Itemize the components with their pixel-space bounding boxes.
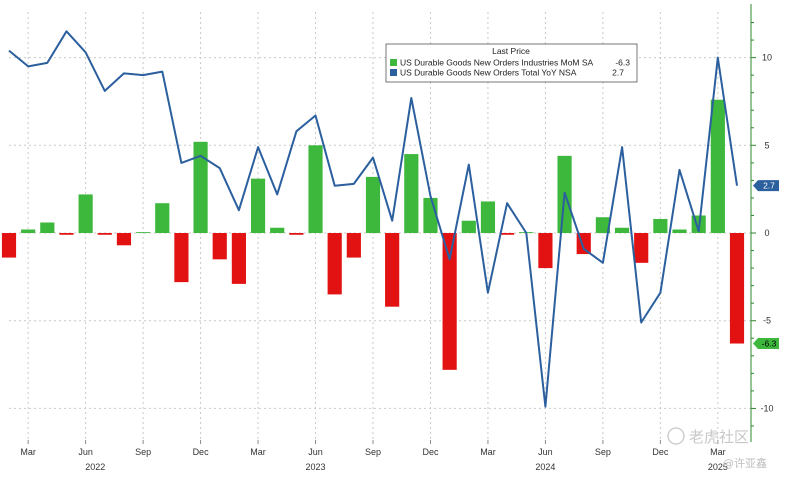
last-value-tag <box>753 180 779 192</box>
legend-box <box>385 43 638 83</box>
x-year-label: 2025 <box>708 462 728 472</box>
bar-mom <box>442 233 457 370</box>
x-tick-label: Jun <box>538 447 553 457</box>
legend-label-yoy: US Durable Goods New Orders Total YoY NS… <box>400 68 577 78</box>
bar-mom <box>97 233 112 235</box>
bar-mom <box>193 141 208 234</box>
bar-mom <box>672 229 687 234</box>
legend-value-yoy: 2.7 <box>612 68 624 78</box>
bar-mom <box>653 218 668 234</box>
watermark-main: 老虎社区 <box>689 428 749 446</box>
bar-mom <box>212 233 227 260</box>
x-tick-label: Jun <box>308 447 323 457</box>
legend-label-mom: US Durable Goods New Orders Industries M… <box>400 58 594 68</box>
bar-mom <box>634 233 649 263</box>
x-tick-label: Dec <box>193 447 210 457</box>
last-value-tags: 2.7 -6.3 <box>753 180 779 350</box>
x-year-label: 2024 <box>535 462 555 472</box>
x-tick-label: Dec <box>422 447 439 457</box>
y-tick-label: -10 <box>760 403 773 413</box>
x-tick-labels: Mar Jun Sep Dec Mar Jun Sep Dec Mar Jun Sep Dec Mar 2… <box>20 440 728 472</box>
x-year-label: 2023 <box>306 462 326 472</box>
legend-title: Last Price <box>492 46 530 56</box>
yoy-line <box>8 30 738 408</box>
bar-mom <box>289 233 304 235</box>
mom-bars <box>1 99 745 370</box>
bar-mom <box>136 232 151 234</box>
bar-mom <box>538 233 553 269</box>
bar-mom <box>710 99 725 234</box>
bar-mom <box>174 233 189 283</box>
bar-mom <box>59 233 74 235</box>
legend-swatch-mom <box>390 59 397 66</box>
bar-mom <box>461 220 476 234</box>
watermark: 老虎社区 @许亚鑫 <box>667 427 767 470</box>
last-value-tag-label: 2.7 <box>763 181 775 191</box>
bar-mom <box>308 145 323 234</box>
bar-mom <box>500 233 515 235</box>
x-tick-label: Sep <box>365 447 381 457</box>
x-tick-label: Mar <box>710 447 726 457</box>
bar-mom <box>729 233 745 344</box>
bar-mom <box>595 217 610 234</box>
bar-mom <box>116 233 132 246</box>
bar-mom <box>365 176 381 234</box>
y-tick-label: -5 <box>763 316 771 326</box>
y-tick-label: 0 <box>764 228 769 238</box>
watermark-logo-icon <box>667 427 685 445</box>
y-tick-label: 10 <box>762 53 772 63</box>
x-tick-label: Mar <box>480 447 496 457</box>
bar-mom <box>480 201 496 234</box>
legend-swatch-yoy <box>390 69 397 76</box>
x-tick-label: Mar <box>20 447 36 457</box>
bar-mom <box>250 178 266 234</box>
last-value-tag <box>753 338 779 350</box>
legend: Last Price US Durable Goods New Orders I… <box>385 43 638 83</box>
bar-mom <box>385 233 400 307</box>
bar-mom <box>404 154 419 234</box>
x-tick-label: Jun <box>78 447 93 457</box>
bar-mom <box>231 233 246 284</box>
bar-mom <box>21 229 36 234</box>
x-tick-label: Dec <box>652 447 669 457</box>
bar-mom <box>614 227 630 234</box>
y-tick-labels: 10 5 0 -5 -10 <box>751 22 774 427</box>
bar-mom <box>346 233 361 258</box>
x-tick-label: Mar <box>250 447 266 457</box>
x-tick-label: Sep <box>595 447 611 457</box>
y-tick-label: 5 <box>764 140 769 150</box>
line-yoy <box>8 30 738 408</box>
bar-mom <box>270 227 285 234</box>
bar-mom <box>327 233 342 295</box>
x-tick-label: Sep <box>135 447 151 457</box>
bar-mom <box>155 203 170 234</box>
bar-mom <box>1 233 17 258</box>
legend-value-mom: -6.3 <box>615 58 630 68</box>
x-year-label: 2022 <box>85 462 105 472</box>
bar-mom <box>40 222 55 234</box>
bar-mom <box>78 194 93 234</box>
watermark-sub: @许亚鑫 <box>723 456 767 470</box>
last-value-tag-label: -6.3 <box>762 339 777 349</box>
